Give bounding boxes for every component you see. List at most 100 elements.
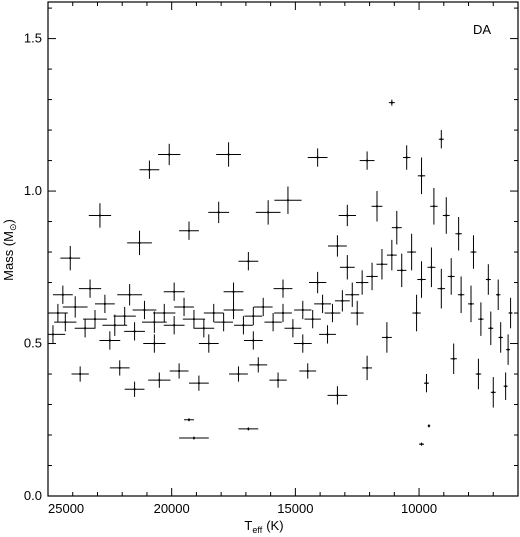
data-point [78, 279, 102, 298]
data-point [304, 309, 321, 329]
y-axis-label-sun: ⊙ [8, 223, 18, 231]
data-point [447, 258, 455, 295]
data-point [438, 130, 444, 149]
data-point [355, 270, 369, 295]
data-point [508, 297, 513, 329]
data-point [327, 386, 348, 405]
y-tick-label: 0.0 [24, 488, 42, 503]
data-point [109, 360, 130, 376]
data-point [124, 322, 145, 341]
data-point [253, 297, 273, 317]
data-point [223, 282, 244, 301]
data-point [498, 322, 503, 353]
data-point [334, 290, 350, 312]
data-point [243, 331, 263, 350]
data-point [132, 300, 157, 320]
data-point [506, 334, 511, 365]
data-point [345, 282, 360, 307]
data-point [193, 319, 215, 338]
data-point [371, 191, 383, 222]
data-point [99, 331, 121, 350]
data-point [264, 313, 282, 332]
data-point [214, 313, 234, 332]
data-point [83, 309, 107, 329]
data-point [450, 343, 457, 375]
data-point [407, 233, 417, 271]
data-point [366, 262, 378, 291]
data-point [503, 372, 508, 400]
data-point [179, 221, 199, 240]
data-point [169, 363, 189, 379]
data-point [223, 300, 244, 320]
x-tick-label: 15000 [277, 501, 313, 516]
plot-frame [47, 1, 519, 497]
data-point [142, 311, 167, 333]
data-point [328, 235, 347, 257]
y-tick-label: 1.5 [24, 31, 42, 46]
data-point [417, 157, 426, 195]
data-point [124, 381, 145, 397]
y-axis-label-close: ) [1, 219, 16, 223]
data-point [397, 253, 407, 288]
data-point [485, 264, 491, 295]
data-point [470, 235, 477, 269]
data-point [427, 424, 431, 428]
data-point [308, 271, 327, 294]
x-axis-label: Teff (K) [244, 518, 283, 535]
data-point [74, 319, 96, 338]
data-point [294, 300, 312, 320]
data-point [402, 145, 411, 170]
y-axis-label-main: Mass (M [1, 231, 16, 281]
data-point [314, 294, 331, 314]
data-point [442, 197, 450, 234]
data-point [424, 374, 429, 393]
data-point [143, 334, 166, 353]
data-point [324, 303, 341, 323]
data-point [307, 148, 328, 167]
data-point [255, 200, 281, 225]
data-point [495, 279, 501, 310]
data-point [95, 294, 115, 314]
data-point [62, 296, 88, 318]
data-point [388, 99, 395, 106]
data-point [490, 377, 496, 408]
data-point [376, 249, 388, 280]
axis-ticks: 25000 20000 15000 10000 0.0 0.5 1.0 1.5 [24, 2, 519, 516]
data-point [198, 334, 219, 353]
data-point [488, 311, 494, 346]
data-point [417, 261, 426, 298]
y-tick-label: 0.5 [24, 336, 42, 351]
data-point [60, 245, 81, 271]
data-point [427, 247, 436, 288]
data-point [269, 372, 287, 388]
data-point [54, 313, 77, 332]
data-point [102, 314, 128, 336]
data-point [350, 300, 364, 326]
data-point [163, 316, 185, 335]
data-point [88, 203, 112, 228]
data-point [457, 276, 465, 314]
data-point [391, 210, 402, 245]
x-tick-label: 25000 [48, 501, 84, 516]
data-point [339, 255, 355, 280]
data-point [478, 302, 484, 336]
x-axis-label-unit: (K) [266, 518, 283, 533]
data-points [48, 99, 513, 446]
data-point [208, 201, 230, 224]
data-point [381, 322, 392, 353]
data-point [139, 160, 160, 179]
data-point [475, 358, 482, 390]
data-point [234, 316, 253, 335]
data-point [299, 363, 317, 379]
data-point [238, 252, 259, 271]
data-point [52, 285, 73, 304]
data-point [284, 319, 302, 338]
data-point [148, 372, 171, 388]
data-point [468, 285, 474, 323]
data-point [244, 306, 263, 326]
data-point [117, 284, 142, 306]
data-point [127, 230, 152, 256]
data-point [293, 334, 312, 353]
y-axis-label: Mass (M⊙) [1, 219, 18, 281]
